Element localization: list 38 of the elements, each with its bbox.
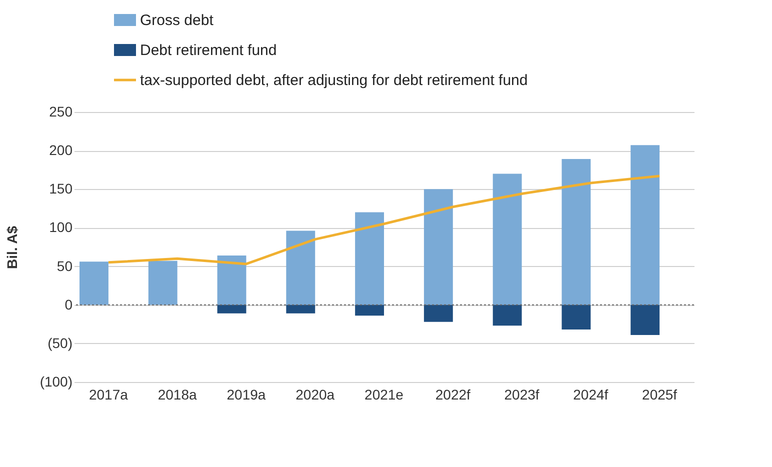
y-tick-label: 150 <box>49 180 73 197</box>
y-tick-label: 200 <box>49 142 73 158</box>
x-tick-label: 2018a <box>158 386 198 402</box>
bar <box>424 189 453 305</box>
bar <box>286 304 316 314</box>
x-tick-label: 2021e <box>364 386 404 402</box>
line-series <box>107 174 661 266</box>
x-tick-label: 2017a <box>88 386 128 402</box>
bar <box>80 262 108 305</box>
bar <box>217 255 246 305</box>
x-tick-label: 2024f <box>573 386 608 402</box>
y-tick-label: 50 <box>56 258 73 274</box>
legend-label: Gross debt <box>140 12 214 29</box>
bar <box>148 260 178 305</box>
y-tick-label: 0 <box>64 296 73 312</box>
legend-label: tax-supported debt, after adjusting for debt retirement fund <box>140 72 528 89</box>
bar <box>286 230 316 305</box>
bar <box>492 174 522 305</box>
bar <box>630 304 660 335</box>
bar <box>492 304 522 326</box>
bar <box>562 304 591 330</box>
x-tick-label: 2019a <box>226 386 266 402</box>
x-tick-label: 2025f <box>642 386 678 402</box>
x-tick-label: 2023f <box>504 386 540 402</box>
y-tick-label: (50) <box>48 334 72 351</box>
bar <box>355 212 384 305</box>
bar <box>562 159 591 305</box>
y-tick-label: 250 <box>49 104 73 120</box>
y-tick-label: 100 <box>49 219 73 236</box>
x-tick-label: 2022f <box>435 386 471 402</box>
bar <box>630 145 660 305</box>
legend-label: Debt retirement fund <box>140 42 277 59</box>
bar <box>217 304 246 314</box>
x-tick-label: 2020a <box>296 386 335 402</box>
y-axis-title: Bil. A$ <box>4 226 20 270</box>
bar <box>424 304 453 322</box>
y-tick-label: (100) <box>40 374 72 390</box>
bar <box>355 304 384 316</box>
